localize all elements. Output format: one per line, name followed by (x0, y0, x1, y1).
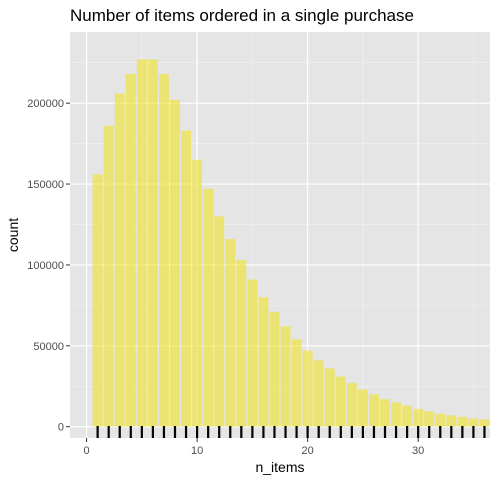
bar (480, 419, 490, 426)
bar (236, 260, 246, 427)
bar (347, 383, 357, 427)
y-tick-label: 200000 (27, 98, 64, 110)
bar (181, 131, 191, 427)
y-axis: 0 50000 100000 150000 200000 (27, 98, 70, 434)
x-axis-title: n_items (255, 459, 304, 475)
bar (413, 409, 423, 427)
bar (446, 415, 456, 426)
bar (457, 417, 467, 427)
bar (424, 411, 434, 426)
bar (380, 399, 390, 426)
bar (325, 368, 335, 426)
bar (137, 59, 147, 426)
bar (336, 377, 346, 427)
bar (170, 100, 180, 427)
bar (391, 402, 401, 426)
bar (148, 59, 158, 426)
bar (247, 279, 257, 426)
y-tick-label: 100000 (27, 260, 64, 272)
bar (369, 394, 379, 426)
bar (104, 126, 114, 427)
bar (292, 339, 302, 426)
x-tick-label: 20 (302, 445, 314, 457)
y-tick-label: 150000 (27, 179, 64, 191)
bar (225, 239, 235, 427)
bar (468, 419, 478, 427)
bar (281, 326, 291, 426)
bar (258, 297, 268, 426)
bar (214, 216, 224, 426)
bar (358, 389, 368, 426)
bar (203, 189, 213, 427)
chart-title: Number of items ordered in a single purc… (70, 6, 414, 25)
x-axis: 0 10 20 30 (84, 438, 425, 457)
x-tick-label: 10 (191, 445, 203, 457)
bar (303, 351, 313, 427)
bar (159, 74, 169, 427)
bar (93, 174, 103, 426)
bar (126, 74, 136, 427)
x-tick-label: 30 (412, 445, 424, 457)
y-tick-label: 0 (58, 422, 64, 434)
bar (402, 406, 412, 427)
y-tick-label: 50000 (33, 341, 64, 353)
bar (435, 414, 445, 427)
bar (115, 93, 125, 426)
bar (270, 312, 280, 427)
x-tick-label: 0 (84, 445, 90, 457)
y-axis-title: count (5, 218, 21, 252)
bar (192, 160, 202, 427)
bar (314, 360, 324, 426)
